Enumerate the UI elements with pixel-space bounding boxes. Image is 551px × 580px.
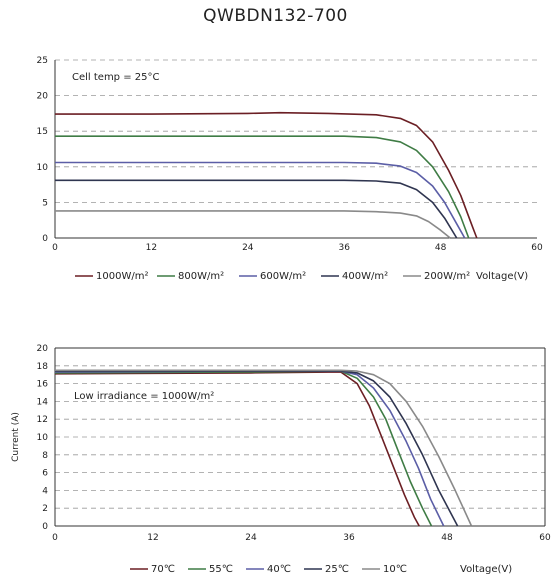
legend-label: 10℃ — [383, 564, 407, 575]
y-tick-label: 10 — [37, 163, 49, 173]
legend-label: 70℃ — [151, 564, 175, 575]
y-tick-label: 10 — [37, 433, 49, 443]
x-tick-label: 24 — [245, 533, 257, 543]
chart-annotation: Cell temp = 25°C — [72, 72, 159, 83]
x-tick-label: 0 — [52, 533, 58, 543]
legend-label: 25℃ — [325, 564, 349, 575]
chart-annotation: Low irradiance = 1000W/m² — [74, 391, 214, 402]
x-tick-label: 36 — [338, 243, 350, 253]
y-axis-label: Current (A) — [11, 412, 21, 462]
series-line — [55, 370, 459, 527]
legend-label: 55℃ — [209, 564, 233, 575]
y-tick-label: 15 — [37, 127, 48, 137]
y-tick-label: 25 — [37, 56, 48, 66]
legend-label: 1000W/m² — [96, 271, 148, 282]
y-tick-label: 0 — [42, 522, 48, 532]
legend-label: 800W/m² — [178, 271, 224, 282]
series-line — [55, 135, 470, 239]
x-tick-label: 12 — [146, 243, 157, 253]
series-line — [55, 161, 466, 239]
legend-label: 400W/m² — [342, 271, 388, 282]
y-tick-label: 2 — [42, 504, 48, 514]
y-tick-label: 14 — [37, 397, 49, 407]
x-tick-label: 0 — [52, 243, 58, 253]
series-line — [55, 179, 458, 239]
y-tick-label: 8 — [42, 451, 48, 461]
series-line — [55, 210, 451, 239]
y-tick-label: 6 — [42, 469, 48, 479]
series-line — [55, 369, 473, 527]
y-tick-label: 18 — [37, 362, 49, 372]
y-tick-label: 0 — [42, 234, 48, 244]
x-tick-label: 48 — [435, 243, 447, 253]
y-tick-label: 16 — [37, 380, 49, 390]
y-tick-label: 12 — [37, 415, 48, 425]
x-tick-label: 24 — [242, 243, 254, 253]
x-tick-label: 12 — [147, 533, 158, 543]
x-axis-label: Voltage(V) — [460, 564, 512, 575]
y-tick-label: 20 — [37, 92, 49, 102]
y-tick-label: 20 — [37, 344, 49, 354]
legend-label: 600W/m² — [260, 271, 306, 282]
series-line — [55, 111, 478, 239]
x-tick-label: 60 — [531, 243, 543, 253]
page-title: QWBDN132-700 — [203, 6, 348, 26]
y-tick-label: 4 — [42, 486, 48, 496]
series-line — [54, 371, 420, 527]
x-axis-label: Voltage(V) — [476, 271, 528, 282]
chart-top-iv-irradiance: 0 5 10 15 20 25 0 12 24 36 48 60 Cell temp = 25°C 100… — [37, 56, 543, 282]
legend-label: 40℃ — [267, 564, 291, 575]
y-tick-label: 5 — [42, 198, 48, 208]
x-tick-label: 60 — [539, 533, 551, 543]
x-tick-label: 36 — [343, 533, 355, 543]
legend-label: 200W/m² — [424, 271, 470, 282]
x-tick-label: 48 — [441, 533, 453, 543]
